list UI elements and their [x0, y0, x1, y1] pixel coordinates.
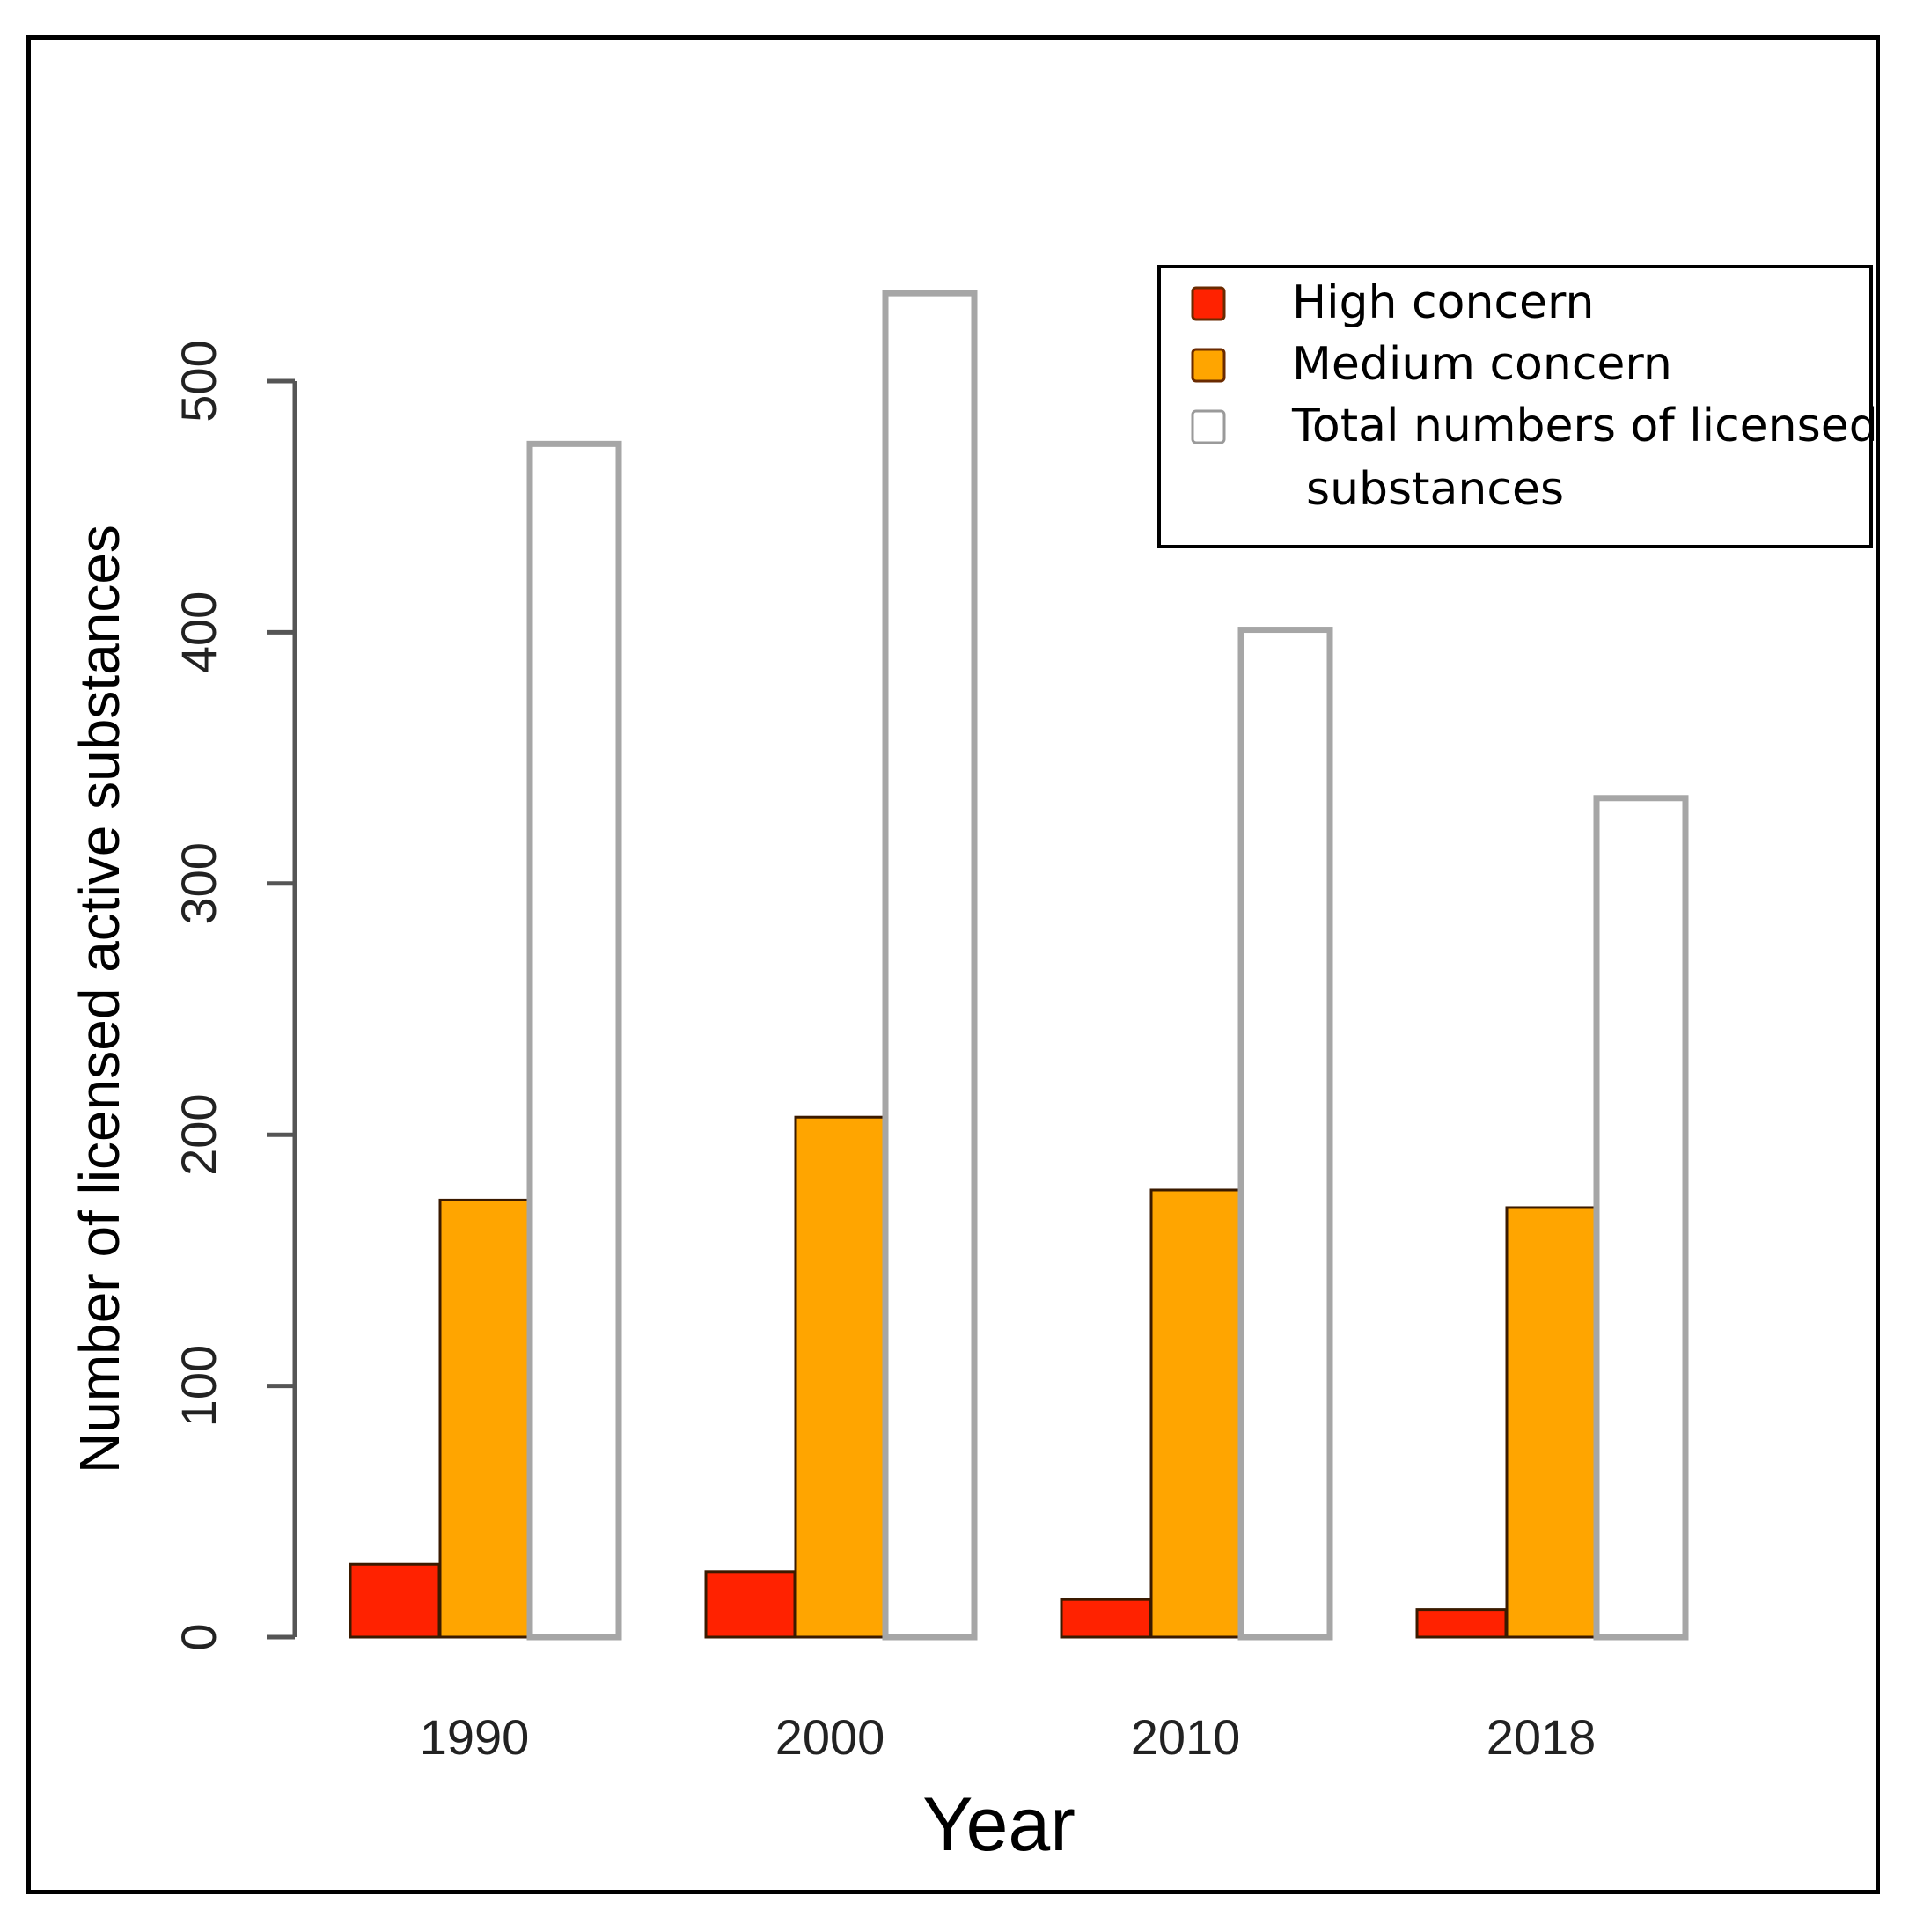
y-tick-label: 300 [171, 842, 226, 924]
bar-high-concern-2010 [1060, 1598, 1152, 1639]
bar-medium-concern-2010 [1149, 1188, 1242, 1639]
y-tick-label: 100 [171, 1345, 226, 1427]
legend-label: High concern [1292, 276, 1594, 329]
figure-frame [26, 35, 1880, 1894]
y-tick-label: 400 [171, 591, 226, 673]
legend: High concern Medium concern Total numbers … [1157, 265, 1878, 548]
bars [349, 290, 1689, 1641]
bar-medium-concern-2018 [1505, 1206, 1597, 1639]
bar-medium-concern-1990 [438, 1198, 531, 1639]
legend-swatch [1191, 348, 1226, 383]
x-tick-label: 2000 [775, 1709, 885, 1765]
y-tick-label: 0 [171, 1623, 226, 1650]
bar-total-numbers-of-licensed-substances-2000 [882, 290, 978, 1641]
bar-high-concern-2000 [704, 1570, 796, 1639]
bar-total-numbers-of-licensed-substances-2018 [1593, 795, 1689, 1641]
legend-swatch [1191, 286, 1226, 321]
x-axis: 1990 2000 2010 2018 [420, 1709, 1597, 1765]
legend-swatch [1191, 409, 1226, 444]
bar-high-concern-1990 [349, 1562, 441, 1639]
x-tick-label: 1990 [420, 1709, 530, 1765]
bar-total-numbers-of-licensed-substances-2010 [1237, 627, 1333, 1641]
bar-total-numbers-of-licensed-substances-1990 [526, 440, 622, 1641]
x-tick-label: 2018 [1487, 1709, 1597, 1765]
bar-high-concern-2018 [1415, 1608, 1508, 1639]
x-tick-label: 2010 [1131, 1709, 1241, 1765]
legend-box [1157, 265, 1873, 548]
bar-medium-concern-2000 [794, 1115, 886, 1639]
y-tick-label: 200 [171, 1093, 226, 1175]
legend-label: substances [1306, 463, 1564, 516]
y-tick-label: 500 [171, 340, 226, 422]
legend-label: Total numbers of licensed [1291, 400, 1878, 452]
y-axis-title: Number of licensed active substances [68, 525, 131, 1473]
x-axis-title: Year [922, 1782, 1075, 1867]
y-axis: 0 100 200 300 400 500 [171, 340, 297, 1651]
legend-label: Medium concern [1292, 338, 1672, 391]
